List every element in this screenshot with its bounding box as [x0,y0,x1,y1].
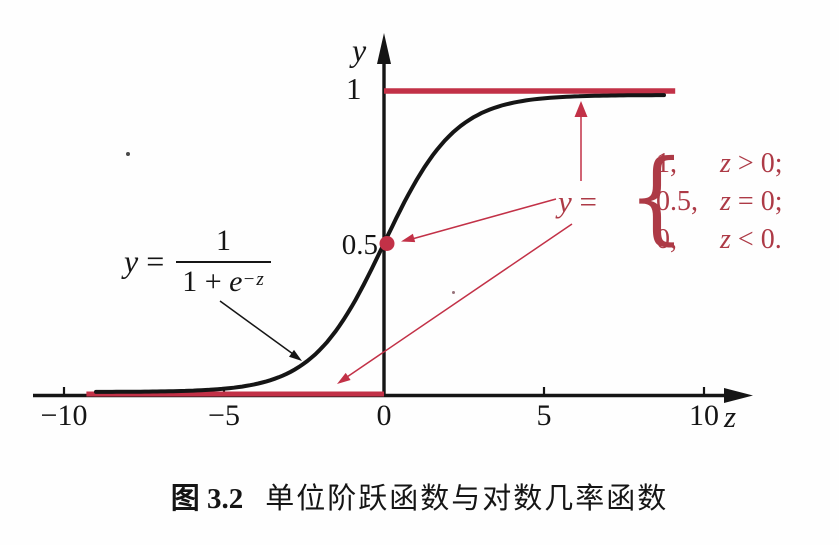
x-tick-label: −5 [208,399,240,432]
step-row-2-cond: z = 0; [720,183,782,221]
arrow-to-dot-shaft [411,198,557,240]
arrow-to-curve-head [289,349,302,361]
x-tick-label: 10 [689,399,719,432]
red-annotation-arrows [337,101,588,384]
sigmoid-den-exponent: −z [242,269,265,290]
sigmoid-fraction: 1 1 + e−z [176,226,271,297]
step-rows: 1, z > 0; 0.5, z = 0; 0, z < 0. [656,145,782,259]
step-row-3-value: 0, [656,224,677,255]
step-row-1-cond-var: z [720,148,731,179]
sigmoid-lhs-eq: = [138,243,165,279]
sigmoid-lhs-var: y [124,243,139,279]
sigmoid-den-pre: 1 + [182,265,230,298]
y-tick-label-1: 1 [346,71,362,106]
step-row-1-value: 1, [656,148,677,179]
arrow-to-lower-step-head [337,372,351,384]
step-row-2-value: 0.5, [656,186,698,217]
step-row-2-cond-var: z [720,186,731,217]
x-tick-label: 5 [536,399,552,432]
step-row-3: 0, z < 0. [656,221,782,259]
step-row-1: 1, z > 0; [656,145,782,183]
step-lhs-var: y [558,184,572,219]
step-midpoint-dot [379,236,395,251]
x-tick-label: −10 [40,399,88,432]
step-row-2: 0.5, z = 0; [656,183,782,221]
sigmoid-formula: y = 1 1 + e−z [124,226,271,297]
x-axis-label: z [724,399,737,434]
y-axis-label: y [352,32,367,68]
arrow-to-lower-step-shaft [346,223,573,378]
step-lhs-eq: = [571,184,597,219]
step-row-1-cond: z > 0; [720,145,782,183]
step-row-3-cond-var: z [720,224,731,255]
sigmoid-den-e: e [229,265,243,298]
step-row-2-cond-rest: = 0; [730,186,783,217]
figure-caption: 图 3.2 单位阶跃函数与对数几率函数 [0,482,839,516]
print-speck [452,291,455,294]
arrow-to-curve-shaft [219,300,294,355]
x-axis-arrowhead [724,388,753,403]
sigmoid-numerator: 1 [176,226,271,263]
figure-caption-label: 图 3.2 [170,483,244,515]
step-row-3-cond-rest: < 0. [730,224,782,255]
arrow-to-upper-step-head [574,101,588,117]
sigmoid-formula-lhs: y = [124,243,164,280]
step-formula-lhs: y = [558,186,597,217]
figure-caption-text: 单位阶跃函数与对数几率函数 [265,483,669,515]
arrow-to-dot-head [401,233,416,243]
sigmoid-denominator: 1 + e−z [176,263,270,297]
step-brace: { [628,138,686,255]
y-axis-arrowhead [377,33,391,64]
x-tick-label: 0 [376,399,392,432]
step-row-1-cond-rest: > 0; [730,148,783,179]
step-row-3-cond: z < 0. [720,221,782,259]
y-tick-label-0-5: 0.5 [341,229,378,261]
print-speck [126,152,130,156]
sigmoid-curve [94,93,666,394]
